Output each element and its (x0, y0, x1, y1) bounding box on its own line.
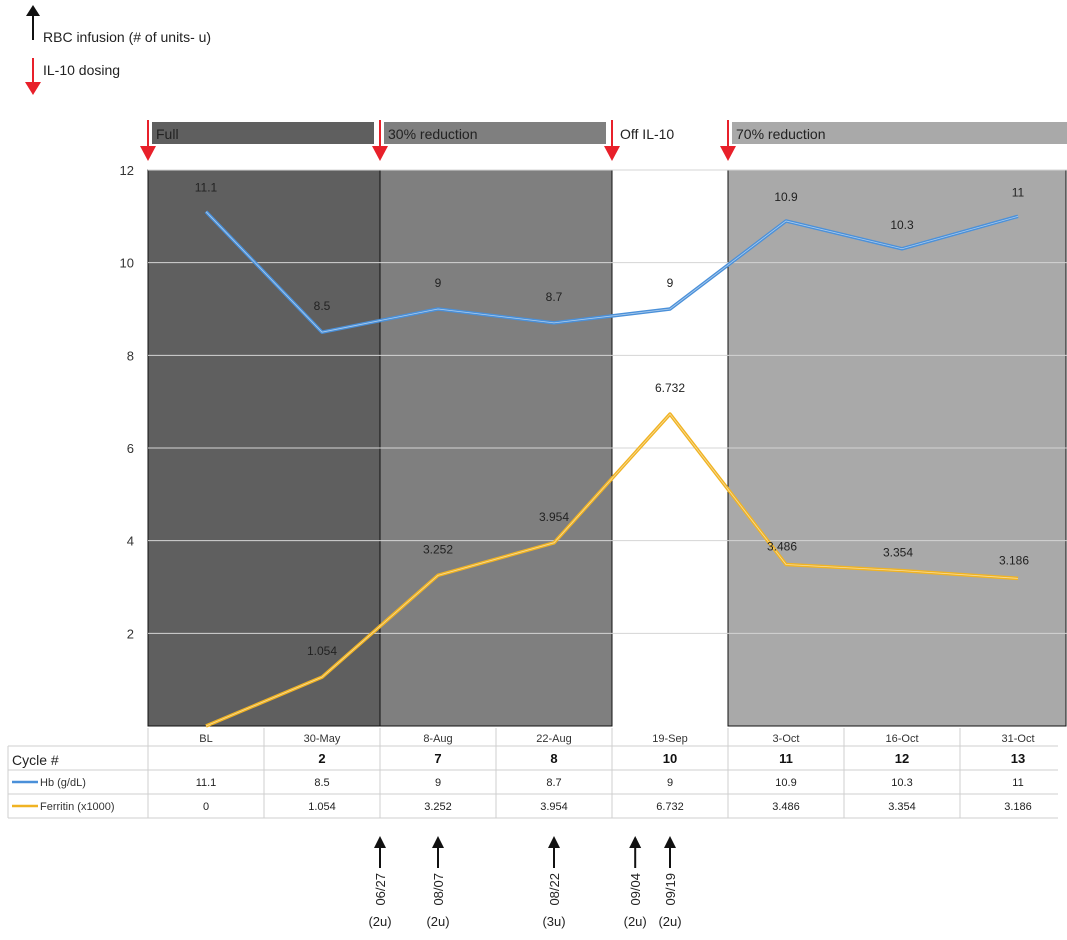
rbc-date: 09/19 (663, 873, 678, 906)
data-labels: 11.1 8.5 9 8.7 9 10.9 10.3 11 1.054 3.252 3.954 6.7… (195, 181, 1030, 658)
table-cell: 11 (1012, 777, 1023, 789)
top-legend: RBC infusion (# of units- u) IL-10 dosin… (25, 5, 211, 95)
data-table: Cycle # BL 30-May 2 8-Aug 7 22-Aug 8 19-Sep 10 3-O… (7, 728, 1058, 819)
series-line-highlight-0 (205, 211, 1019, 333)
rbc-date: 08/07 (431, 873, 446, 906)
cycle-number: 13 (1011, 751, 1025, 766)
series-name: Hb (g/dL) (40, 777, 86, 789)
data-label: 1.054 (307, 644, 337, 658)
data-label: 3.954 (539, 510, 569, 524)
table-cell: 9 (667, 777, 673, 789)
table-cell: 8.7 (546, 777, 561, 789)
cycle-number: 8 (550, 751, 557, 766)
data-label: 8.5 (314, 299, 331, 313)
y-tick-label: 12 (120, 163, 134, 178)
table-cell: 10.3 (891, 777, 912, 789)
data-label: 3.486 (767, 539, 797, 553)
gridlines (148, 169, 1067, 634)
data-label: 3.252 (423, 542, 453, 556)
dosing-arrow-head-icon (604, 146, 620, 161)
x-category-label: 3-Oct (773, 733, 800, 745)
x-category-label: 31-Oct (1001, 733, 1034, 745)
rbc-arrow-head-icon (548, 836, 560, 848)
data-label: 11.1 (195, 181, 218, 195)
x-category-label: 16-Oct (885, 733, 918, 745)
y-tick-label: 6 (127, 441, 134, 456)
y-tick-label: 10 (120, 256, 134, 271)
y-axis: 2 4 6 8 10 12 (120, 163, 134, 641)
cycle-number: 7 (434, 751, 441, 766)
dosing-legend-label: IL-10 dosing (43, 62, 120, 78)
dosing-arrow-head-icon (140, 146, 156, 161)
data-label: 8.7 (546, 290, 563, 304)
phase-label-0: Full (156, 126, 179, 142)
data-label: 10.3 (890, 218, 914, 232)
table-cell: 3.252 (424, 801, 452, 813)
series-line-highlight-1 (205, 413, 1019, 727)
phase-bar-1 (384, 122, 606, 144)
rbc-units: (2u) (426, 914, 449, 929)
series-name: Ferritin (x1000) (40, 801, 115, 813)
phase-label-2: Off IL-10 (620, 126, 674, 142)
rbc-arrow-head-icon (26, 5, 40, 16)
dosing-arrow-head-icon (372, 146, 388, 161)
table-cell: 0 (203, 801, 209, 813)
table-header: Cycle # (12, 752, 59, 768)
table-cell: 1.054 (308, 801, 336, 813)
data-label: 9 (667, 276, 674, 290)
table-cell: 3.486 (772, 801, 800, 813)
rbc-arrow-head-icon (432, 836, 444, 848)
table-cell: 11.1 (196, 777, 217, 789)
data-label: 6.732 (655, 381, 685, 395)
x-category-label: 22-Aug (536, 733, 571, 745)
table-cell: 10.9 (775, 777, 796, 789)
x-category-label: BL (199, 733, 212, 745)
dosing-arrow-head-icon (720, 146, 736, 161)
rbc-units: (2u) (368, 914, 391, 929)
phase-label-1: 30% reduction (388, 126, 478, 142)
y-tick-label: 2 (127, 626, 134, 641)
rbc-arrow-head-icon (374, 836, 386, 848)
rbc-date: 09/04 (628, 873, 643, 906)
rbc-date: 06/27 (373, 873, 388, 906)
y-tick-label: 4 (127, 534, 134, 549)
table-cell: 9 (435, 777, 441, 789)
data-label: 3.186 (999, 553, 1029, 567)
table-cell: 8.5 (314, 777, 329, 789)
phase-label-3: 70% reduction (736, 126, 826, 142)
x-category-label: 8-Aug (423, 733, 452, 745)
rbc-units: (2u) (624, 914, 647, 929)
table-cell: 3.954 (540, 801, 568, 813)
rbc-units: (3u) (542, 914, 565, 929)
cycle-number: 12 (895, 751, 909, 766)
x-category-label: 19-Sep (652, 733, 687, 745)
phase-bar-3 (732, 122, 1067, 144)
dosing-arrow-head-icon (25, 82, 41, 95)
data-label: 10.9 (774, 190, 798, 204)
rbc-legend-label: RBC infusion (# of units- u) (43, 29, 211, 45)
table-cell: 6.732 (656, 801, 684, 813)
cycle-number: 11 (779, 751, 793, 766)
y-tick-label: 8 (127, 348, 134, 363)
series-lines (204, 210, 1019, 728)
rbc-units: (2u) (658, 914, 681, 929)
phase-bars: Full 30% reduction Off IL-10 70% reduction (140, 120, 1067, 161)
phase-bar-0 (152, 122, 374, 144)
cycle-number: 2 (318, 751, 325, 766)
data-label: 9 (435, 276, 442, 290)
rbc-date: 08/22 (547, 873, 562, 906)
data-label: 11 (1012, 185, 1025, 199)
data-label: 3.354 (883, 546, 913, 560)
rbc-arrow-head-icon (629, 836, 642, 848)
cycle-number: 10 (663, 751, 677, 766)
x-category-label: 30-May (304, 733, 341, 745)
table-cell: 3.354 (888, 801, 916, 813)
rbc-infusions: 06/27 (2u) 08/07 (2u) 08/22 (3u) 09/04 (2u) 09/1… (368, 836, 682, 929)
rbc-arrow-head-icon (664, 836, 676, 848)
table-cell: 3.186 (1004, 801, 1032, 813)
